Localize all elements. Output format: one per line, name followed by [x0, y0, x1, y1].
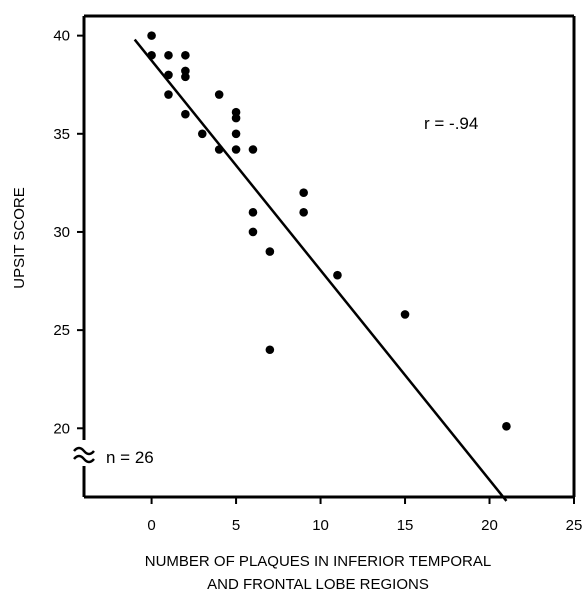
- sample-size-annotation: n = 26: [106, 448, 154, 467]
- data-point: [265, 247, 275, 256]
- data-point: [147, 31, 156, 40]
- axis-break-wave-upper: [73, 446, 95, 456]
- regression-line: [133, 38, 508, 502]
- data-point: [299, 208, 308, 217]
- y-tick-label: 35: [53, 126, 70, 143]
- x-tick-label: 25: [566, 517, 583, 534]
- x-tick-label: 10: [312, 517, 329, 534]
- data-point: [181, 72, 190, 82]
- correlation-annotation: r = -.94: [424, 114, 478, 133]
- data-point: [214, 145, 224, 154]
- y-tick-label: 30: [53, 224, 70, 241]
- data-point: [231, 107, 241, 117]
- x-axis-title-line-1: NUMBER OF PLAQUES IN INFERIOR TEMPORAL: [145, 553, 491, 570]
- data-point: [231, 113, 241, 123]
- axis-break-wave-lower: [73, 454, 95, 464]
- data-points: [147, 31, 511, 431]
- data-point: [181, 109, 190, 119]
- y-axis-title: UPSIT SCORE: [11, 187, 28, 288]
- data-point: [181, 66, 190, 76]
- data-point: [147, 50, 156, 60]
- data-point: [265, 345, 275, 355]
- data-point: [164, 50, 173, 60]
- y-tick-label: 25: [53, 322, 70, 339]
- data-point: [248, 145, 258, 154]
- data-point: [214, 90, 224, 99]
- data-point: [231, 145, 241, 154]
- data-point: [248, 227, 258, 237]
- x-axis: 0 5 10 15 20 25: [147, 497, 582, 534]
- data-point: [333, 270, 342, 280]
- data-point: [248, 208, 258, 217]
- data-point: [400, 310, 410, 319]
- x-tick-label: 0: [147, 517, 155, 534]
- data-point: [299, 188, 308, 197]
- x-tick-label: 20: [481, 517, 498, 534]
- y-tick-label: 40: [53, 28, 70, 45]
- plot-frame: [82, 14, 576, 499]
- axis-break-icon: [73, 446, 95, 464]
- x-tick-label: 15: [397, 517, 414, 534]
- x-axis-title-line-2: AND FRONTAL LOBE REGIONS: [207, 576, 429, 593]
- data-point: [502, 422, 511, 431]
- y-axis: 20 25 30 35 40: [53, 28, 84, 437]
- data-point: [164, 90, 173, 99]
- regression-line-group: [133, 38, 508, 502]
- x-tick-label: 5: [232, 517, 240, 534]
- data-point: [164, 70, 173, 80]
- data-point: [197, 129, 207, 139]
- data-point: [181, 50, 190, 60]
- y-tick-label: 20: [53, 420, 70, 437]
- data-point: [231, 129, 241, 139]
